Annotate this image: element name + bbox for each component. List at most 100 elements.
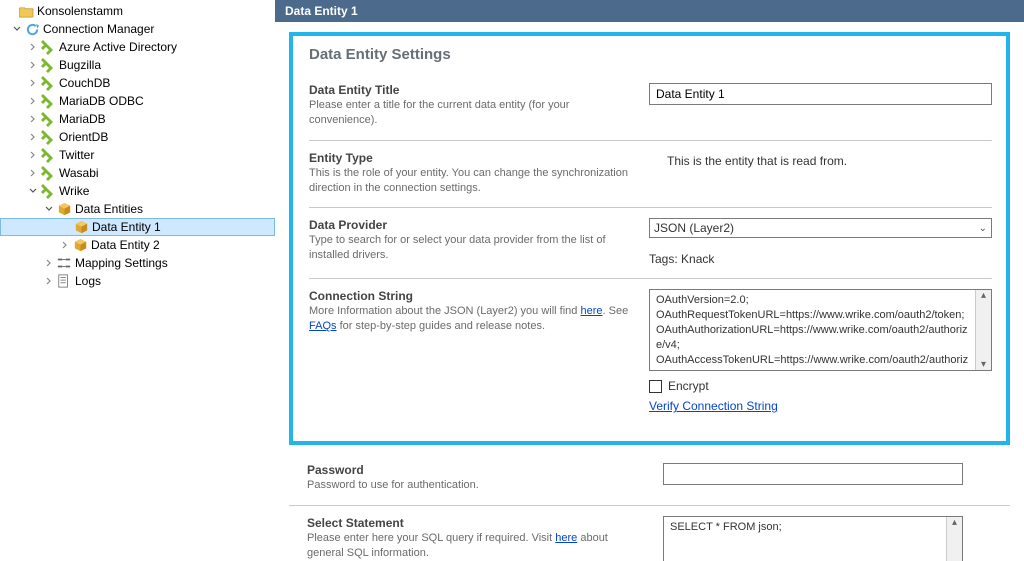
field-entity-type: Entity Type This is the role of your ent… bbox=[309, 145, 992, 209]
tree-connector-item[interactable]: Wasabi bbox=[0, 164, 275, 182]
tree-wrike[interactable]: Wrike bbox=[0, 182, 275, 200]
tree-connector-label: CouchDB bbox=[59, 76, 110, 90]
tree-connector-label: MariaDB ODBC bbox=[59, 94, 144, 108]
field-password: Password Password to use for authenticat… bbox=[289, 457, 1010, 506]
tree-connector-item[interactable]: OrientDB bbox=[0, 128, 275, 146]
chevron-down-icon[interactable] bbox=[42, 204, 56, 214]
chevron-right-icon[interactable] bbox=[26, 42, 40, 52]
connector-icon bbox=[40, 57, 56, 73]
tree-cm-label: Connection Manager bbox=[43, 22, 154, 36]
entity-type-desc: This is the role of your entity. You can… bbox=[309, 166, 633, 196]
chevron-right-icon[interactable] bbox=[26, 132, 40, 142]
encrypt-label: Encrypt bbox=[668, 379, 709, 393]
entity-icon bbox=[72, 237, 88, 253]
password-label: Password bbox=[307, 463, 647, 477]
page-title: Data Entity 1 bbox=[285, 4, 358, 18]
tree-connector-label: Twitter bbox=[59, 148, 94, 162]
data-provider-dropdown[interactable]: JSON (Layer2) ⌄ bbox=[649, 218, 992, 238]
chevron-right-icon[interactable] bbox=[26, 96, 40, 106]
tree-ms-label: Mapping Settings bbox=[75, 256, 168, 270]
entity-title-input[interactable] bbox=[649, 83, 992, 105]
tree-logs-label: Logs bbox=[75, 274, 101, 288]
password-input[interactable] bbox=[663, 463, 963, 485]
field-select-statement: Select Statement Please enter here your … bbox=[289, 510, 1010, 561]
chevron-right-icon[interactable] bbox=[26, 60, 40, 70]
connector-icon bbox=[40, 183, 56, 199]
entity-title-desc: Please enter a title for the current dat… bbox=[309, 98, 633, 128]
entity-type-value: This is the entity that is read from. bbox=[649, 151, 992, 171]
folder-icon bbox=[18, 3, 34, 19]
data-provider-tags: Tags: Knack bbox=[649, 252, 992, 266]
tree-mapping-settings[interactable]: Mapping Settings bbox=[0, 254, 275, 272]
field-entity-title: Data Entity Title Please enter a title f… bbox=[309, 77, 992, 141]
scroll-up-icon[interactable]: ▴ bbox=[981, 290, 986, 301]
tree-wrike-label: Wrike bbox=[59, 184, 89, 198]
tree-data-entity-2[interactable]: Data Entity 2 bbox=[0, 236, 275, 254]
chevron-right-icon[interactable] bbox=[26, 114, 40, 124]
refresh-icon bbox=[24, 21, 40, 37]
conn-string-textarea[interactable]: OAuthVersion=2.0; OAuthRequestTokenURL=h… bbox=[649, 289, 992, 371]
conn-string-desc: More Information about the JSON (Layer2)… bbox=[309, 304, 633, 334]
tree-de1-label: Data Entity 1 bbox=[92, 220, 161, 234]
tree-de-label: Data Entities bbox=[75, 202, 143, 216]
chevron-down-icon[interactable] bbox=[10, 24, 24, 34]
connector-icon bbox=[40, 111, 56, 127]
tree-logs[interactable]: Logs bbox=[0, 272, 275, 290]
panel-title: Data Entity Settings bbox=[309, 46, 992, 63]
tree-root[interactable]: Konsolenstamm bbox=[0, 2, 275, 20]
scrollbar[interactable]: ▴ ▾ bbox=[946, 517, 962, 561]
scroll-down-icon[interactable]: ▾ bbox=[981, 359, 986, 370]
connector-icon bbox=[40, 129, 56, 145]
page-header: Data Entity 1 bbox=[275, 0, 1024, 22]
chevron-right-icon[interactable] bbox=[26, 150, 40, 160]
scroll-up-icon[interactable]: ▴ bbox=[952, 517, 957, 528]
tree-connector-item[interactable]: MariaDB ODBC bbox=[0, 92, 275, 110]
tree-connector-item[interactable]: Twitter bbox=[0, 146, 275, 164]
chevron-right-icon[interactable] bbox=[42, 276, 56, 286]
tree-connector-item[interactable]: Bugzilla bbox=[0, 56, 275, 74]
select-textarea[interactable]: SELECT * FROM json; ▴ ▾ bbox=[663, 516, 963, 561]
select-value: SELECT * FROM json; bbox=[664, 517, 946, 561]
verify-row: Verify Connection String bbox=[649, 399, 992, 413]
verify-connection-link[interactable]: Verify Connection String bbox=[649, 399, 778, 413]
entity-icon bbox=[73, 219, 89, 235]
conn-string-faqs-link[interactable]: FAQs bbox=[309, 320, 337, 332]
chevron-right-icon[interactable] bbox=[26, 168, 40, 178]
tree-data-entities[interactable]: Data Entities bbox=[0, 200, 275, 218]
tree-connection-manager[interactable]: Connection Manager bbox=[0, 20, 275, 38]
tree-connector-item[interactable]: Azure Active Directory bbox=[0, 38, 275, 56]
settings-panel: Data Entity Settings Data Entity Title P… bbox=[289, 32, 1010, 445]
tree-connector-item[interactable]: MariaDB bbox=[0, 110, 275, 128]
select-here-link[interactable]: here bbox=[555, 532, 577, 544]
tree-root-label: Konsolenstamm bbox=[37, 4, 123, 18]
connector-icon bbox=[40, 93, 56, 109]
chevron-down-icon[interactable] bbox=[26, 186, 40, 196]
entity-type-label: Entity Type bbox=[309, 151, 633, 165]
conn-string-here-link[interactable]: here bbox=[580, 305, 602, 317]
select-desc: Please enter here your SQL query if requ… bbox=[307, 531, 647, 561]
conn-string-label: Connection String bbox=[309, 289, 633, 303]
chevron-right-icon[interactable] bbox=[58, 240, 72, 250]
tree-connector-label: OrientDB bbox=[59, 130, 108, 144]
tree-de2-label: Data Entity 2 bbox=[91, 238, 160, 252]
data-provider-label: Data Provider bbox=[309, 218, 633, 232]
encrypt-checkbox[interactable] bbox=[649, 380, 662, 393]
tree-connector-label: MariaDB bbox=[59, 112, 106, 126]
field-data-provider: Data Provider Type to search for or sele… bbox=[309, 212, 992, 279]
password-desc: Password to use for authentication. bbox=[307, 478, 647, 493]
chevron-right-icon[interactable] bbox=[26, 78, 40, 88]
connector-icon bbox=[40, 147, 56, 163]
tree-panel: Konsolenstamm Connection Manager Azure A… bbox=[0, 0, 275, 561]
main-panel: Data Entity 1 Data Entity Settings Data … bbox=[275, 0, 1024, 561]
chevron-down-icon: ⌄ bbox=[979, 223, 987, 234]
field-connection-string: Connection String More Information about… bbox=[309, 283, 992, 425]
tree-connector-label: Wasabi bbox=[59, 166, 99, 180]
chevron-right-icon[interactable] bbox=[42, 258, 56, 268]
tree-connector-item[interactable]: CouchDB bbox=[0, 74, 275, 92]
encrypt-row: Encrypt bbox=[649, 379, 992, 393]
connector-icon bbox=[40, 165, 56, 181]
tree-data-entity-1[interactable]: Data Entity 1 bbox=[0, 218, 275, 236]
conn-string-value: OAuthVersion=2.0; OAuthRequestTokenURL=h… bbox=[650, 290, 975, 370]
entities-icon bbox=[56, 201, 72, 217]
scrollbar[interactable]: ▴ ▾ bbox=[975, 290, 991, 370]
